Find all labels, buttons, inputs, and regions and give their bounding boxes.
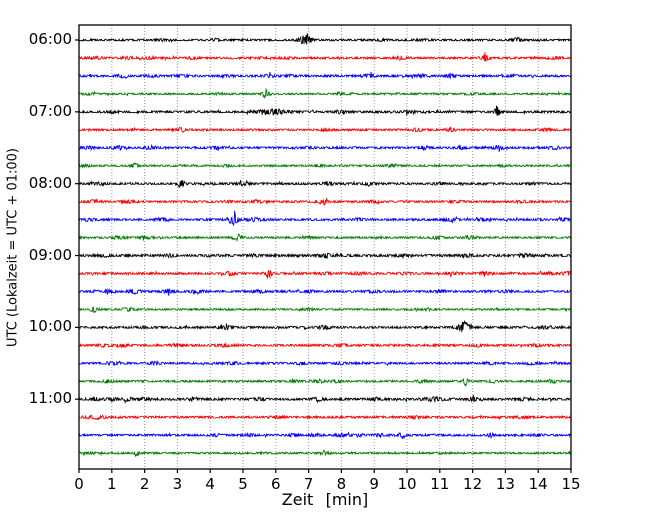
x-tick-label: 1 [107, 475, 117, 493]
x-axis-label: Zeit [min] [281, 490, 369, 509]
minute-gridlines [111, 25, 539, 469]
trace-10:30 [78, 360, 571, 367]
trace-08:00 [78, 179, 572, 189]
x-tick-label: 11 [430, 475, 450, 493]
y-tick-label: 08:00 [28, 173, 72, 192]
x-tick-label: 3 [172, 475, 183, 493]
trace-11:45 [78, 449, 571, 458]
trace-07:00 [78, 105, 571, 117]
trace-10:00 [78, 319, 572, 333]
trace-11:15 [78, 414, 571, 421]
x-tick-label: 14 [528, 475, 548, 493]
trace-09:00 [78, 251, 572, 260]
x-tick-label: 2 [139, 475, 150, 493]
trace-08:15 [78, 197, 571, 206]
x-tick-label: 8 [336, 475, 347, 493]
x-tick-label: 5 [238, 475, 248, 493]
trace-08:30 [78, 210, 572, 226]
trace-06:45 [78, 87, 571, 99]
trace-09:45 [78, 306, 571, 314]
x-tick-label: 15 [561, 475, 581, 493]
trace-07:30 [78, 143, 572, 152]
y-tick-label: 09:00 [28, 245, 72, 264]
axis-ticks [75, 39, 572, 473]
trace-10:15 [78, 342, 571, 349]
trace-10:45 [78, 377, 572, 387]
x-tick-label: 10 [397, 475, 417, 493]
x-tick-label: 4 [205, 475, 215, 493]
y-tick-label: 07:00 [28, 101, 72, 120]
trace-09:15 [78, 269, 572, 279]
plot-border [78, 24, 572, 470]
trace-07:45 [78, 162, 571, 170]
trace-07:15 [78, 126, 572, 133]
trace-09:30 [78, 287, 571, 296]
y-tick-label: 10:00 [28, 317, 72, 336]
x-tick-label: 13 [495, 475, 515, 493]
trace-06:00 [78, 33, 572, 45]
x-tick-label: 6 [271, 475, 281, 493]
y-axis-label: UTC (Lokalzeit = UTC + 01:00) [5, 148, 21, 347]
trace-06:30 [78, 71, 571, 80]
trace-08:45 [78, 233, 572, 242]
seismogram-traces [78, 33, 572, 458]
x-tick-label: 0 [74, 475, 84, 493]
x-tick-label: 9 [369, 475, 379, 493]
x-tick-label: 7 [303, 475, 314, 493]
y-tick-label: 11:00 [28, 389, 72, 408]
trace-11:00 [78, 395, 571, 404]
y-tick-label: 06:00 [28, 30, 72, 49]
trace-06:15 [78, 52, 571, 62]
x-tick-label: 12 [463, 475, 483, 493]
trace-11:30 [78, 431, 572, 440]
